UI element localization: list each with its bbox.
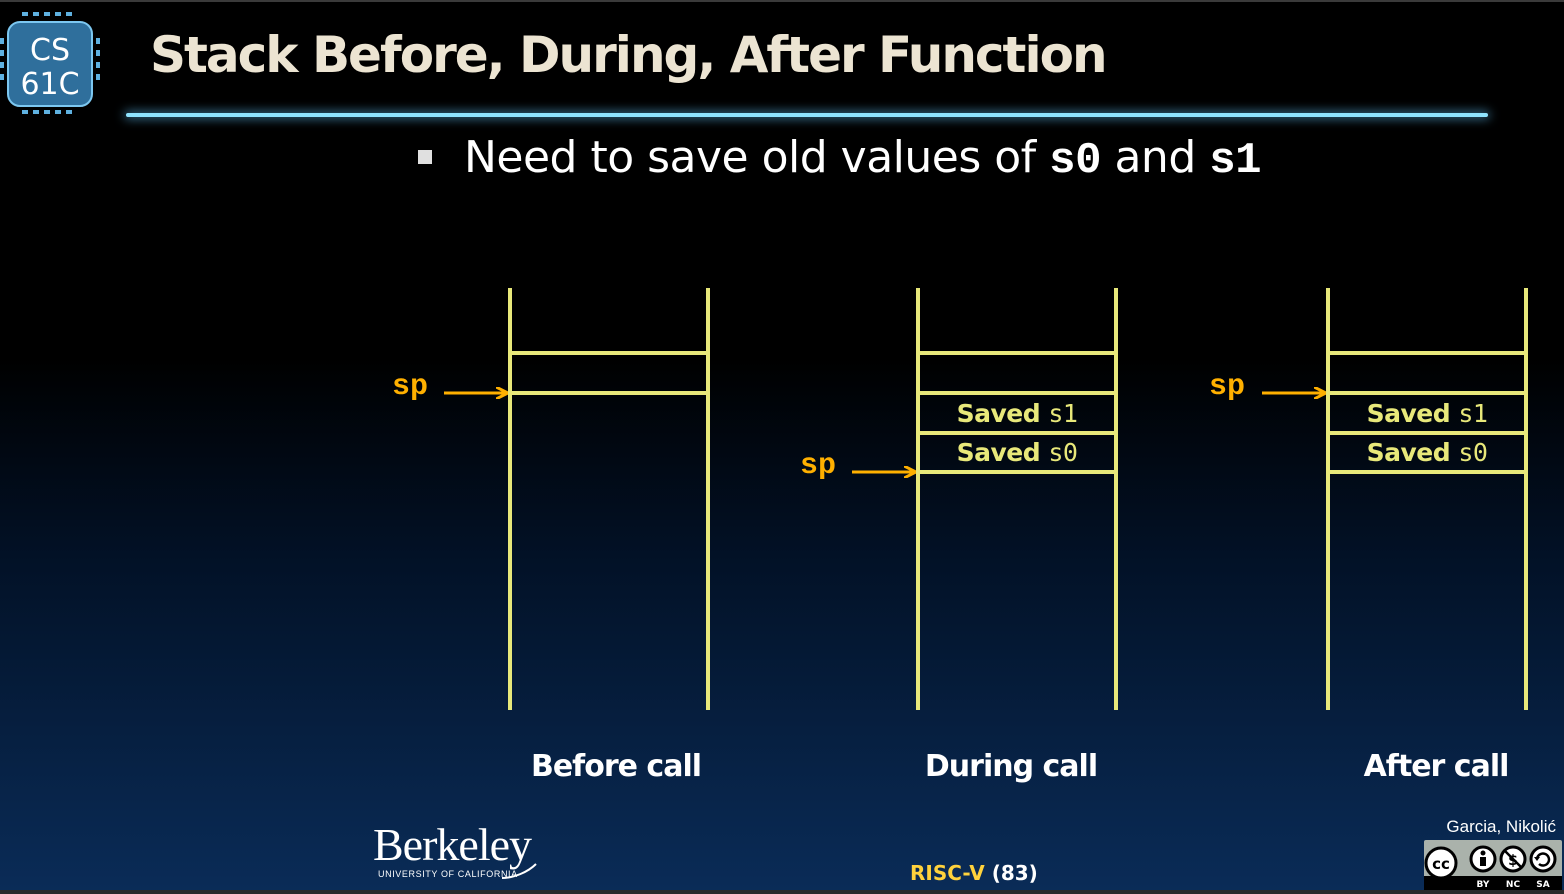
svg-text:cc: cc [1432, 855, 1450, 873]
after-slot-saved-s0: Saved s0 [1367, 438, 1488, 467]
stack-label-after: After call [1364, 749, 1509, 784]
berkeley-swash-decoration [501, 863, 537, 879]
slide-title: Stack Before, During, After Function [150, 26, 1108, 84]
after-slot-saved-s0-code: s0 [1458, 438, 1487, 467]
license-label-nc: NC [1506, 880, 1521, 890]
sp-label-after: sp [1209, 370, 1245, 404]
cs61c-chip-logo: CS 61C [0, 12, 100, 114]
bullet-text: Need to save old values of s0 and s1 [464, 132, 1262, 186]
logo-text-line1: CS [30, 33, 70, 68]
authors-credit: Garcia, Nikolić [1446, 817, 1556, 836]
footer-topic: RISC-V [910, 861, 985, 885]
berkeley-wordmark: Berkeley [373, 819, 532, 870]
bullet-code-s0: s0 [1049, 136, 1101, 186]
stack-label-during: During call [925, 749, 1097, 784]
stack-label-before: Before call [531, 749, 701, 784]
bullet-marker [418, 150, 432, 164]
logo-text-line2: 61C [20, 67, 79, 102]
bottom-border [0, 890, 1564, 894]
title-underline [126, 113, 1488, 117]
cc-license-badge: cc $ BY NC SA [1424, 840, 1562, 890]
after-slot-saved-s0-text: Saved [1367, 438, 1459, 467]
slide-footer: RISC-V (83) [910, 861, 1038, 885]
after-slot-saved-s1-code: s1 [1458, 399, 1487, 428]
bullet-code-s1: s1 [1209, 136, 1262, 186]
top-border [0, 0, 1564, 2]
bullet-text-part2: and [1100, 132, 1210, 183]
after-slot-saved-s1-text: Saved [1367, 399, 1459, 428]
stack-after-call [1326, 288, 1528, 710]
sp-label-before: sp [392, 370, 428, 404]
stack-before-call [508, 288, 710, 710]
during-slot-saved-s1-code: s1 [1048, 399, 1077, 428]
license-label-sa: SA [1536, 880, 1549, 890]
svg-text:$: $ [1508, 853, 1518, 869]
during-slot-saved-s0-text: Saved [957, 438, 1049, 467]
footer-slide-number: (83) [991, 861, 1038, 885]
sa-icon [1529, 845, 1557, 873]
during-slot-saved-s1: Saved s1 [957, 399, 1078, 428]
license-label-by: BY [1477, 880, 1490, 890]
bullet-text-part1: Need to save old values of [464, 132, 1050, 183]
after-slot-saved-s1: Saved s1 [1367, 399, 1488, 428]
during-slot-saved-s0-code: s0 [1048, 438, 1077, 467]
during-slot-saved-s0: Saved s0 [957, 438, 1078, 467]
berkeley-subtitle: UNIVERSITY OF CALIFORNIA [378, 869, 518, 879]
sp-label-during: sp [800, 449, 836, 483]
during-slot-saved-s1-text: Saved [957, 399, 1049, 428]
stack-during-call [916, 288, 1118, 710]
cc-icon [1424, 846, 1458, 880]
